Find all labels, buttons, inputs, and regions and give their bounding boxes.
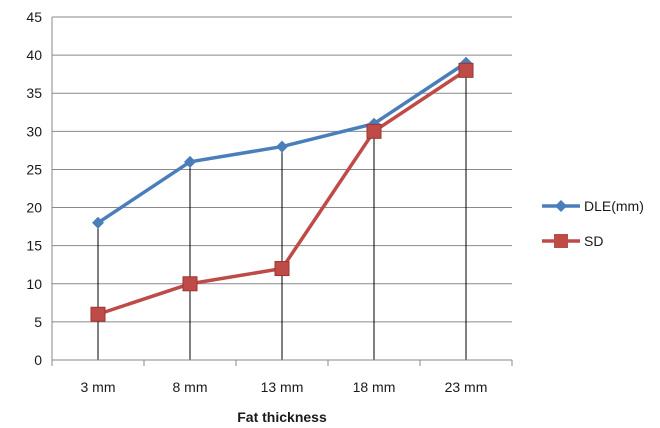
x-tick-label: 13 mm [261,379,304,395]
series-group [90,56,474,322]
x-axis-title: Fat thickness [237,409,327,425]
x-tick-label: 23 mm [445,379,488,395]
y-tick-label: 0 [34,352,42,368]
data-point [366,123,382,139]
legend: DLE(mm) SD [542,198,644,249]
legend-label: SD [584,233,603,249]
legend-swatch-marker [555,200,567,212]
x-tick-label: 3 mm [81,379,116,395]
y-tick-label: 40 [26,47,42,63]
y-tick-label: 20 [26,200,42,216]
data-point [92,216,104,229]
data-point [182,276,198,292]
axes [51,17,513,366]
x-tick-labels: 3 mm 8 mm 13 mm 18 mm 23 mm [81,379,488,395]
y-tick-label: 35 [26,85,42,101]
y-tick-label: 10 [26,276,42,292]
legend-item-sd: SD [542,233,603,249]
series-sd [90,62,474,322]
data-point [274,261,290,277]
y-tick-label: 30 [26,123,42,139]
y-tick-label: 15 [26,238,42,254]
x-tick-label: 8 mm [173,379,208,395]
y-tick-label: 25 [26,161,42,177]
legend-label: DLE(mm) [584,198,644,214]
data-point [276,140,288,153]
y-tick-label: 45 [26,9,42,25]
legend-item-dle: DLE(mm) [542,198,644,214]
y-tick-labels: 0 5 10 15 20 25 30 35 40 45 [26,9,42,368]
legend-swatch-marker [554,234,568,248]
data-point [90,306,106,322]
data-point [458,62,474,78]
data-point [184,155,196,168]
y-tick-label: 5 [34,314,42,330]
series-dle [92,56,472,229]
x-tick-label: 18 mm [353,379,396,395]
drop-lines [97,62,467,360]
